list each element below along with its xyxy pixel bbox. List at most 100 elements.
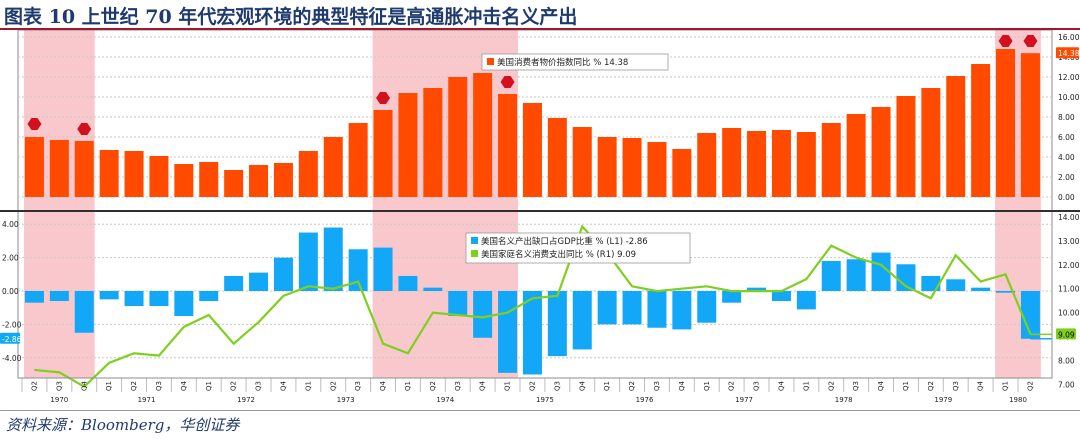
x-quarter-label: Q2	[628, 381, 636, 391]
gap-value-tag-bg	[0, 332, 20, 344]
cpi-bar	[946, 76, 966, 197]
gap-legend-swatch	[471, 237, 478, 244]
output-gap-bar	[846, 259, 866, 291]
output-gap-bar	[622, 291, 642, 325]
y-tick-top: 16.00	[1058, 33, 1080, 42]
output-gap-bar	[946, 279, 966, 291]
cpi-bar	[771, 130, 791, 197]
cpi-bar	[522, 103, 542, 197]
cpi-bar	[74, 141, 94, 197]
cpi-bar	[971, 64, 991, 197]
x-quarter-label: Q2	[30, 381, 38, 391]
consumption-legend-label: 美国家庭名义消费支出同比 % (R1) 9.09	[481, 249, 636, 260]
x-quarter-label: Q3	[553, 381, 561, 391]
cpi-bar	[722, 128, 742, 197]
output-gap-bar	[647, 291, 667, 328]
output-gap-bar	[448, 291, 468, 317]
cpi-bar	[846, 114, 866, 197]
x-quarter-label: Q4	[479, 380, 487, 391]
x-quarter-label: Q3	[255, 381, 263, 391]
cpi-bar	[896, 96, 916, 197]
x-quarter-label: Q3	[454, 381, 462, 391]
output-gap-bar	[249, 272, 269, 291]
legends: 美国消费者物价指数同比 % 14.38 美国名义产出缺口占GDP比重 % (L1)…	[465, 53, 691, 264]
output-gap-bar	[74, 291, 94, 333]
x-quarter-label: Q4	[678, 380, 686, 391]
y-tick-bottom-left: -4.00	[2, 354, 22, 363]
cpi-bar	[448, 77, 468, 197]
output-gap-bar	[572, 291, 592, 350]
x-quarter-label: Q2	[927, 381, 935, 391]
cpi-bar	[697, 133, 717, 197]
x-quarter-label: Q4	[379, 380, 387, 391]
output-gap-bar	[423, 287, 443, 291]
y-tick-bottom-left: 0.00	[2, 287, 19, 296]
cpi-bar	[871, 107, 891, 197]
gap-value-tag: -2.86	[2, 335, 22, 344]
output-gap-bar	[597, 291, 617, 325]
output-gap-bar	[971, 287, 991, 291]
x-quarter-label: Q3	[55, 381, 63, 391]
x-quarter-label: Q4	[977, 380, 985, 391]
output-gap-bar	[273, 257, 293, 291]
source-note: 资料来源：Bloomberg，华创证券	[6, 416, 240, 434]
x-year-label: 1976	[636, 396, 654, 404]
x-year-label: 1974	[436, 396, 454, 404]
x-year-label: 1980	[1009, 396, 1027, 404]
x-quarter-label: Q1	[1002, 381, 1010, 391]
x-quarter-label: Q3	[155, 381, 163, 391]
y-tick-bottom-right: 11.00	[1058, 285, 1080, 294]
x-quarter-label: Q1	[703, 381, 711, 391]
x-quarter-label: Q3	[753, 381, 761, 391]
consumption-legend-swatch	[471, 250, 478, 257]
consumption-value-tag: 9.09	[1058, 330, 1075, 339]
x-quarter-label: Q1	[504, 381, 512, 391]
x-quarter-label: Q2	[130, 381, 138, 391]
cpi-bar	[124, 151, 144, 197]
x-quarter-label: Q4	[279, 380, 287, 391]
cpi-bar	[647, 142, 667, 197]
title-rule	[0, 28, 1080, 30]
x-quarter-label: Q2	[827, 381, 835, 391]
figure-title: 图表 10 上世纪 70 年代宏观环境的典型特征是高通胀冲击名义产出	[4, 6, 578, 28]
output-gap-bar	[771, 291, 791, 302]
x-quarter-label: Q1	[304, 381, 312, 391]
cpi-bar	[398, 93, 418, 197]
cpi-bar	[298, 151, 318, 197]
cpi-bar	[498, 94, 518, 197]
output-gap-bar	[99, 291, 119, 300]
cpi-bar	[199, 162, 219, 197]
bottom-legend-box	[465, 232, 691, 264]
x-year-label: 1978	[835, 396, 853, 404]
x-quarter-label: Q1	[404, 381, 412, 391]
output-gap-bar	[49, 291, 69, 302]
x-quarter-label: Q2	[230, 381, 238, 391]
event-marker	[998, 35, 1013, 47]
event-marker	[1023, 35, 1038, 47]
y-tick-top: 10.00	[1058, 93, 1080, 102]
cpi-bar	[174, 164, 194, 197]
footer-rule	[0, 410, 1080, 411]
x-quarter-label: Q2	[1026, 381, 1034, 391]
output-gap-bar	[522, 291, 542, 375]
output-gap-bar	[896, 264, 916, 291]
cpi-bar	[572, 127, 592, 197]
y-tick-bottom-right: 7.00	[1058, 380, 1075, 389]
output-gap-bar	[722, 291, 742, 303]
cpi-legend-swatch	[487, 58, 494, 65]
cpi-bar	[622, 138, 642, 197]
consumption-line	[34, 224, 1032, 389]
output-gap-bar	[323, 227, 343, 291]
cpi-bar	[249, 165, 269, 197]
gap-legend-label: 美国名义产出缺口占GDP比重 % (L1) -2.86	[481, 236, 648, 247]
x-year-label: 1971	[138, 396, 156, 404]
x-year-label: 1979	[934, 396, 952, 404]
y-tick-top: 12.00	[1058, 73, 1080, 82]
cpi-bar	[1020, 53, 1040, 198]
cpi-bar	[24, 137, 44, 197]
cpi-bar	[921, 88, 941, 197]
axes: 0.00 2.00 4.00 6.00 8.00 10.00 12.00 14.00 16.00…	[0, 33, 1080, 404]
x-year-label: 1970	[50, 396, 68, 404]
cpi-bar	[996, 49, 1016, 197]
y-tick-bottom-right: 14.00	[1058, 213, 1080, 222]
